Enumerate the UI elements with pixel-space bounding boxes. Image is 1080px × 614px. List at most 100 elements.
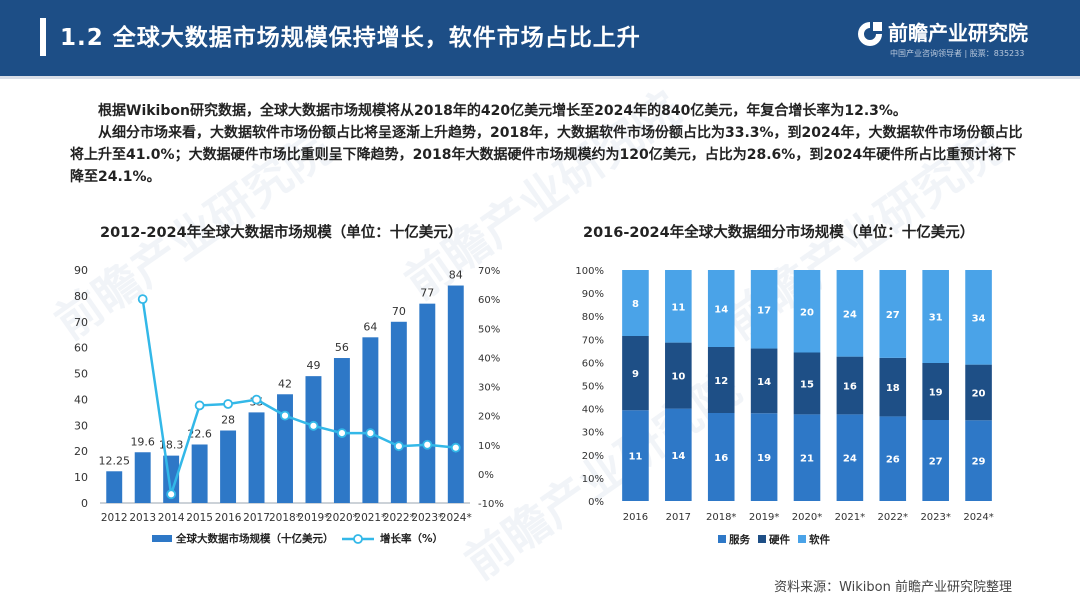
growth-rate-point — [223, 399, 233, 409]
bar-data-label: 28 — [221, 414, 235, 427]
stacked-segment-硬件 — [750, 348, 778, 414]
x-tick-label: 2015 — [186, 512, 213, 524]
legend-line-marker — [353, 534, 363, 544]
market-size-chart: 0 10 20 30 40 50 60 70 80 90 -10% 0% 10% 20% 30% 40% 50%… — [74, 264, 504, 545]
bar-data-label: 70 — [392, 305, 406, 318]
stacked-segment-硬件 — [793, 352, 821, 415]
segment-data-label: 12 — [714, 376, 728, 387]
y-left-tick-label: 30 — [74, 419, 88, 432]
growth-rate-point — [166, 489, 177, 500]
growth-rate-point — [422, 439, 433, 450]
growth-rate-point — [365, 428, 376, 439]
segment-data-label: 18 — [886, 383, 900, 394]
legend-label: 硬件 — [769, 533, 790, 546]
segment-data-label: 26 — [886, 455, 900, 466]
growth-rate-point — [137, 294, 148, 305]
stacked-segment-服务 — [750, 413, 778, 501]
stacked-segment-服务 — [665, 408, 692, 501]
segment-data-label: 24 — [843, 454, 857, 465]
stacked-segment-服务 — [922, 420, 949, 501]
x-tick-label: 2016 — [215, 512, 242, 524]
segment-data-label: 20 — [800, 307, 814, 318]
y-tick-label: 100% — [575, 266, 604, 277]
bar — [220, 430, 237, 503]
growth-rate-point — [194, 400, 205, 411]
stacked-segment-硬件 — [879, 357, 907, 417]
legend-label: 软件 — [809, 533, 830, 546]
segment-data-label: 17 — [757, 305, 771, 316]
page-title: 1.2 全球大数据市场规模保持增长，软件市场占比上升 — [60, 25, 641, 51]
stacked-segment-服务 — [793, 414, 821, 501]
bar-data-label: 64 — [363, 320, 377, 333]
source-note: 资料来源：Wikibon 前瞻产业研究院整理 — [774, 580, 1012, 595]
logo-mark-icon — [858, 22, 882, 46]
logo-subtitle: 中国产业咨询领导者 | 股票：835233 — [890, 49, 1025, 58]
y-tick-label: 70% — [582, 335, 604, 346]
bar — [305, 376, 322, 503]
title-accent-bar — [40, 18, 46, 56]
segment-data-label: 9 — [632, 369, 639, 380]
bar-data-label: 77 — [420, 287, 434, 300]
x-tick-label: 2018* — [706, 512, 736, 523]
x-tick-label: 2024* — [440, 512, 472, 524]
growth-rate-point — [337, 428, 347, 439]
stacked-segment-软件 — [665, 270, 692, 343]
segment-data-label: 15 — [800, 379, 814, 390]
x-tick-label: 2020* — [792, 512, 822, 523]
logo-name: 前瞻产业研究院 — [888, 21, 1028, 45]
x-tick-label: 2012 — [101, 512, 128, 524]
bar — [390, 321, 407, 503]
stacked-segment-硬件 — [836, 356, 864, 415]
growth-rate-point — [251, 394, 262, 405]
y-right-tick-label: 10% — [478, 441, 500, 452]
stacked-segment-硬件 — [965, 364, 992, 421]
y-tick-label: 40% — [582, 405, 604, 416]
legend-line-label: 增长率（%） — [380, 532, 443, 545]
growth-rate-point — [308, 420, 319, 431]
stacked-segment-软件 — [965, 270, 992, 365]
bar — [277, 394, 293, 503]
bar — [362, 337, 379, 503]
y-tick-label: 60% — [582, 358, 604, 369]
company-logo: 前瞻产业研究院 中国产业咨询领导者 | 股票：835233 — [856, 18, 1056, 62]
bar-data-label: 19.6 — [130, 435, 155, 448]
growth-rate-point — [393, 441, 404, 452]
bar-data-label: 84 — [449, 269, 463, 282]
y-right-tick-label: 0% — [478, 470, 494, 481]
segment-data-label: 8 — [632, 299, 639, 310]
segment-data-label: 27 — [886, 310, 900, 321]
intro-text: 根据Wikibon研究数据，全球大数据市场规模将从2018年的420亿美元增长至… — [70, 100, 1030, 188]
x-tick-label: 2022* — [878, 512, 908, 523]
stacked-segment-服务 — [836, 414, 864, 501]
bar-data-label: 56 — [335, 341, 349, 354]
growth-rate-point — [280, 410, 290, 421]
x-tick-label: 2021* — [835, 512, 865, 523]
stacked-segment-软件 — [750, 270, 778, 349]
y-left-tick-label: 80 — [74, 290, 88, 303]
legend-swatch — [758, 535, 766, 543]
segment-data-label: 29 — [972, 457, 986, 468]
bar-data-label: 12.25 — [98, 454, 130, 467]
chart2-title: 2016-2024年全球大数据细分市场规模（单位：十亿美元） — [583, 225, 975, 241]
stacked-segment-硬件 — [922, 363, 949, 420]
y-tick-label: 90% — [582, 289, 604, 300]
bar-data-label: 49 — [306, 359, 320, 372]
x-tick-label: 2013 — [129, 512, 156, 524]
stacked-segment-软件 — [793, 270, 821, 353]
y-tick-label: 50% — [582, 382, 604, 393]
legend-bar-label: 全球大数据市场规模（十亿美元） — [175, 532, 334, 545]
bar-data-label: 42 — [278, 377, 292, 390]
legend-swatch — [798, 535, 806, 543]
y-right-tick-label: 60% — [478, 295, 500, 306]
segment-data-label: 11 — [671, 302, 685, 313]
bar — [191, 444, 208, 503]
bar-data-label: 22.6 — [187, 427, 212, 440]
x-tick-label: 2019* — [297, 512, 329, 524]
y-left-tick-label: 50 — [74, 368, 88, 381]
segment-data-label: 14 — [671, 451, 685, 462]
y-tick-label: 20% — [582, 451, 604, 462]
bar — [134, 452, 151, 503]
segment-data-label: 19 — [929, 388, 943, 399]
segment-data-label: 16 — [843, 382, 857, 393]
